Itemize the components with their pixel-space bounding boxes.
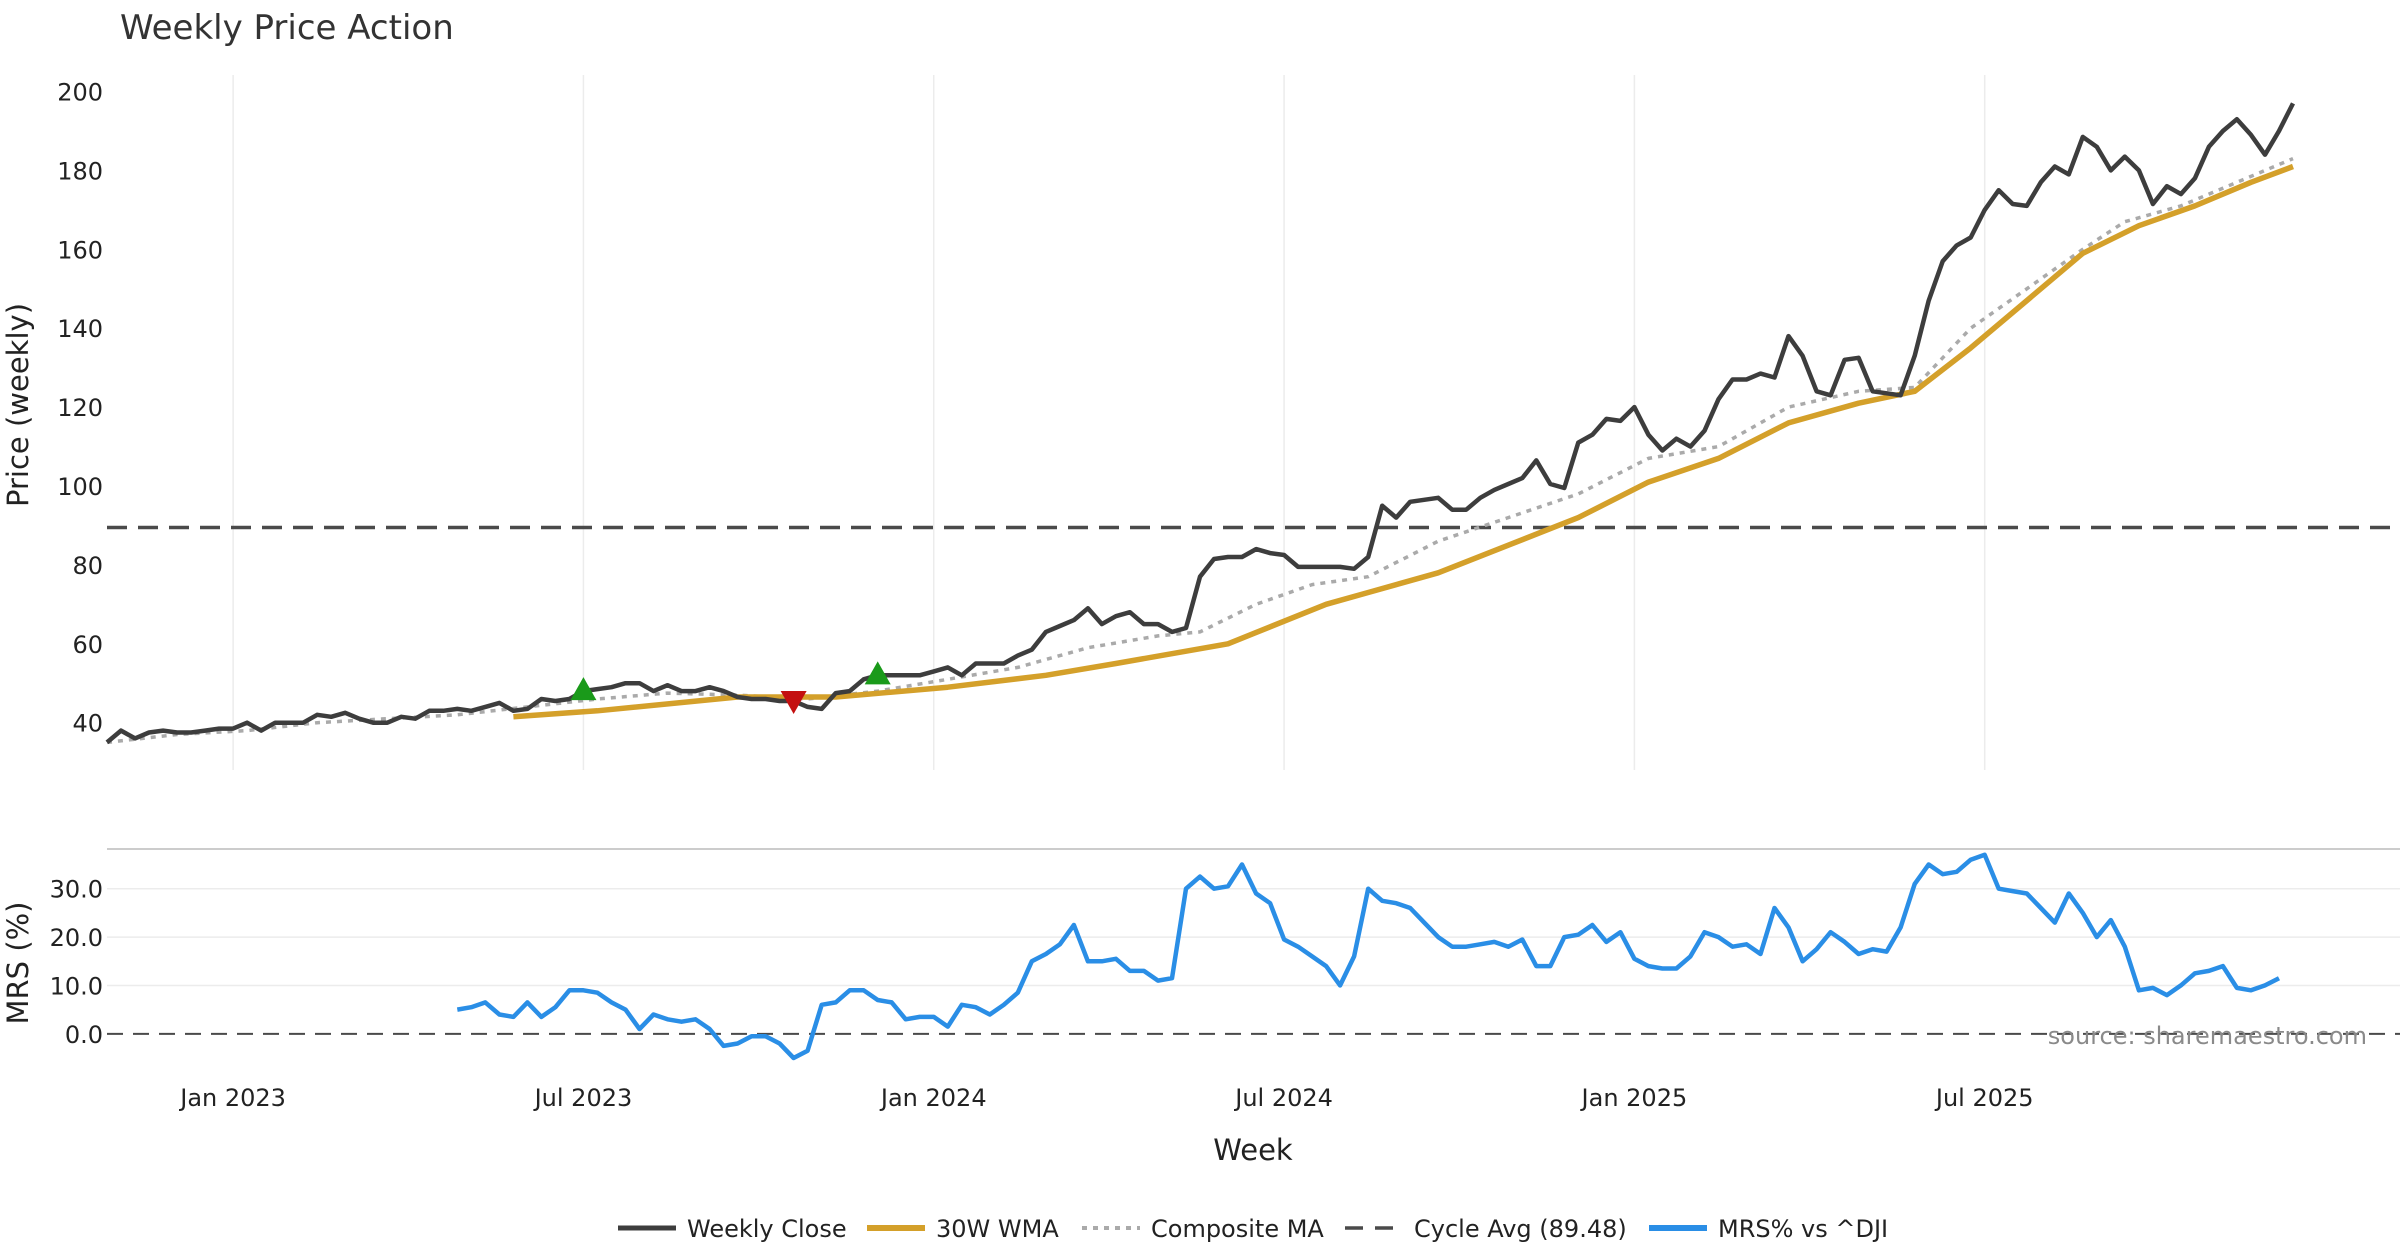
price-y-tick-label: 100	[57, 473, 103, 501]
price-y-tick-label: 200	[57, 79, 103, 107]
legend-label: Composite MA	[1151, 1215, 1324, 1243]
markers-layer	[570, 661, 891, 714]
price-y-tick-label: 180	[57, 157, 103, 185]
price-y-axis-label: Price (weekly)	[1, 303, 35, 507]
x-tick-label: Jul 2024	[1233, 1084, 1333, 1112]
legend-label: Weekly Close	[687, 1215, 847, 1243]
legend-label: 30W WMA	[936, 1215, 1059, 1243]
chart-title: Weekly Price Action	[120, 8, 454, 48]
composite-ma-line	[106, 156, 2294, 745]
price-y-tick-label: 140	[57, 315, 103, 343]
price-y-tick-label: 120	[57, 394, 103, 422]
mrs-y-tick-label: 30.0	[50, 876, 103, 904]
lines-layer	[105, 102, 2400, 1061]
mrs-y-axis-label: MRS (%)	[1, 902, 35, 1025]
price-y-tick-label: 40	[72, 710, 103, 738]
x-tick-label: Jan 2024	[879, 1084, 987, 1112]
buy-signal-marker	[864, 661, 891, 685]
legend: Weekly Close 30W WMA Composite MA Cycle Avg…	[618, 1215, 1888, 1243]
x-tick-label: Jan 2023	[178, 1084, 286, 1112]
x-axis-label: Week	[1213, 1133, 1293, 1167]
x-tick-label: Jul 2023	[533, 1084, 633, 1112]
mrs-y-tick-label: 10.0	[50, 972, 103, 1000]
mrs-y-tick-label: 0.0	[65, 1021, 103, 1049]
price-y-tick-label: 60	[72, 631, 103, 659]
legend-label: MRS% vs ^DJI	[1718, 1215, 1888, 1243]
legend-label: Cycle Avg (89.48)	[1414, 1215, 1627, 1243]
price-y-tick-label: 160	[57, 236, 103, 264]
text-layer: Weekly Price Action Price (weekly) MRS (…	[1, 8, 2367, 1167]
source-note: source: sharemaestro.com	[2048, 1022, 2367, 1050]
mrs-y-tick-label: 20.0	[50, 924, 103, 952]
grid-layer	[107, 75, 2400, 987]
buy-signal-marker	[570, 677, 597, 701]
mrs-line	[456, 852, 2281, 1061]
x-tick-label: Jan 2025	[1580, 1084, 1688, 1112]
wma-30w-line	[513, 163, 2294, 720]
weekly-close-line	[105, 102, 2296, 745]
sell-signal-marker	[780, 690, 807, 714]
x-tick-label: Jul 2025	[1934, 1084, 2034, 1112]
price-y-tick-label: 80	[72, 552, 103, 580]
